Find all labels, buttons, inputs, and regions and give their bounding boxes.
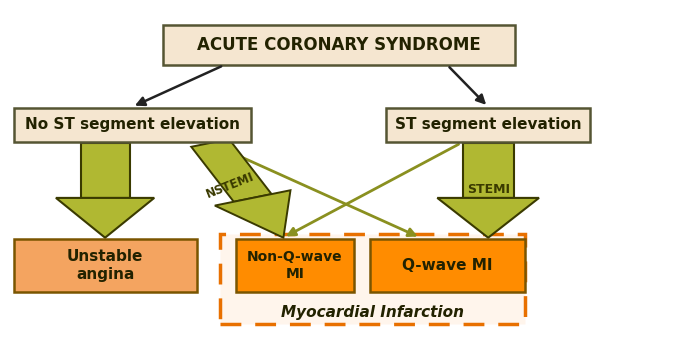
FancyBboxPatch shape: [220, 234, 525, 324]
FancyBboxPatch shape: [163, 25, 515, 65]
Polygon shape: [191, 139, 272, 202]
FancyBboxPatch shape: [386, 108, 590, 142]
Text: Q-wave MI: Q-wave MI: [402, 258, 493, 273]
Text: NSTEMI: NSTEMI: [204, 170, 256, 201]
Text: STEMI: STEMI: [466, 183, 510, 196]
Text: Non-Q-wave
MI: Non-Q-wave MI: [247, 250, 343, 281]
Polygon shape: [437, 198, 539, 238]
Text: ST segment elevation: ST segment elevation: [395, 117, 582, 133]
Polygon shape: [56, 198, 154, 238]
FancyBboxPatch shape: [14, 239, 197, 292]
FancyBboxPatch shape: [236, 239, 354, 292]
FancyBboxPatch shape: [14, 108, 251, 142]
FancyBboxPatch shape: [370, 239, 525, 292]
Text: Unstable
angina: Unstable angina: [67, 249, 143, 282]
Text: ACUTE CORONARY SYNDROME: ACUTE CORONARY SYNDROME: [197, 36, 481, 54]
Text: No ST segment elevation: No ST segment elevation: [24, 117, 240, 133]
Polygon shape: [215, 190, 290, 238]
Polygon shape: [81, 143, 129, 198]
Polygon shape: [462, 143, 513, 198]
Text: Myocardial Infarction: Myocardial Infarction: [281, 305, 464, 320]
